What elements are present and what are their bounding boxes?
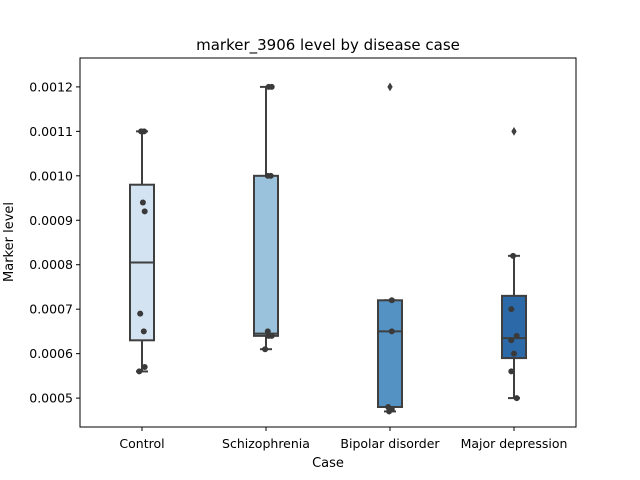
x-tick-label: Control (119, 436, 164, 451)
outlier-marker (387, 82, 393, 92)
data-point (508, 337, 515, 344)
box (501, 294, 527, 360)
outlier-marker (511, 126, 517, 136)
x-tick-label: Bipolar disorder (340, 436, 440, 451)
box-group (501, 126, 527, 400)
data-point (139, 199, 146, 206)
data-point (141, 208, 148, 215)
data-point (388, 328, 395, 335)
y-tick-label: 0.0006 (29, 346, 73, 361)
data-point (513, 395, 520, 402)
y-tick-label: 0.0008 (29, 257, 73, 272)
x-axis-label: Case (312, 456, 344, 471)
x-tick-label: Schizophrenia (222, 436, 310, 451)
data-point (511, 350, 517, 357)
y-tick-label: 0.0007 (29, 302, 73, 317)
data-point (137, 310, 144, 317)
y-tick-label: 0.0010 (29, 168, 73, 183)
data-point (141, 363, 148, 370)
data-point (508, 306, 515, 313)
data-point (264, 328, 271, 335)
plot-area (80, 58, 576, 427)
data-point (508, 368, 515, 375)
y-tick-label: 0.0009 (29, 213, 73, 228)
y-tick-label: 0.0012 (29, 79, 73, 94)
data-point (388, 297, 395, 304)
data-point (268, 332, 275, 339)
points-layer (136, 83, 520, 415)
data-point (513, 332, 520, 339)
plot-frame (79, 57, 577, 428)
data-point (262, 346, 269, 353)
box (377, 299, 403, 408)
data-point (510, 252, 517, 259)
x-axis: Control Schizophrenia Bipolar disorder Majo… (119, 427, 567, 451)
boxes-layer (129, 82, 527, 413)
data-point (141, 128, 148, 135)
x-tick-label: Major depression (461, 436, 568, 451)
data-point (140, 328, 147, 335)
data-point (268, 83, 275, 90)
chart-title: marker_3906 level by disease case (196, 36, 460, 55)
data-point (136, 368, 143, 375)
y-tick-label: 0.0011 (29, 124, 73, 139)
y-axis: 0.0005 0.0006 0.0007 0.0008 0.0009 0.0010 0.00… (29, 79, 80, 406)
box (253, 174, 279, 337)
data-point (386, 408, 393, 415)
data-point (267, 172, 274, 179)
y-axis-label: Marker level (2, 202, 17, 282)
y-tick-label: 0.0005 (29, 391, 73, 406)
